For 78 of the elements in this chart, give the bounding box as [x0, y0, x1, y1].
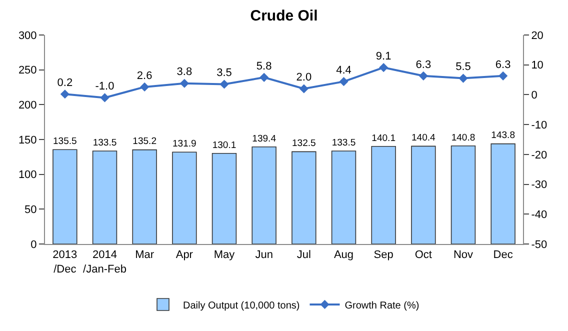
y-tick-label: 300 — [18, 30, 37, 42]
data-label: 140.1 — [372, 132, 396, 144]
data-label: 131.9 — [172, 138, 196, 150]
point — [140, 82, 150, 92]
y2-tick-label: 0 — [531, 90, 538, 102]
data-label: 4.4 — [336, 64, 352, 76]
chart-title: Crude Oil — [250, 7, 318, 24]
data-label: 140.4 — [411, 132, 436, 144]
point — [220, 80, 229, 89]
y2-tick-label: -30 — [531, 179, 548, 192]
bar — [490, 143, 516, 244]
bar — [172, 152, 197, 244]
point — [498, 71, 508, 80]
point — [260, 72, 269, 82]
y2-tick-label: 10 — [531, 60, 544, 72]
legend-label: Daily Output (10,000 tons) — [183, 300, 300, 312]
x-tick-label: Jul — [296, 249, 311, 262]
point — [299, 84, 308, 94]
bar — [411, 146, 436, 244]
y2-tick-label: -20 — [531, 149, 548, 162]
x-tick-label: Oct — [414, 249, 432, 262]
y-tick-label: 100 — [18, 169, 37, 182]
point — [379, 62, 388, 72]
x-tick-label: Apr — [176, 249, 194, 262]
x-tick-label: Aug — [334, 249, 354, 262]
data-label: 135.2 — [132, 136, 157, 148]
x-tick-label: 2014 /Jan-Feb — [83, 249, 126, 276]
data-label: 5.8 — [256, 60, 272, 72]
bar — [212, 152, 237, 244]
bar — [132, 149, 157, 244]
bar — [252, 146, 276, 244]
data-label: 9.1 — [376, 50, 392, 62]
x-tick-label: Nov — [453, 249, 474, 262]
data-label: 3.5 — [216, 67, 232, 80]
y-tick-label: 50 — [24, 204, 37, 216]
bar — [292, 151, 316, 244]
point — [180, 78, 189, 88]
x-tick-label: Sep — [374, 249, 394, 262]
data-label: 2.6 — [136, 70, 152, 82]
y-tick-label: 200 — [18, 100, 37, 112]
point — [339, 77, 348, 86]
x-tick-label: Jun — [255, 249, 273, 262]
bar — [92, 150, 118, 244]
data-label: 143.8 — [491, 130, 516, 142]
data-label: 2.0 — [296, 72, 312, 84]
bar — [450, 146, 476, 244]
legend-label: Growth Rate (%) — [344, 300, 420, 312]
x-tick-label: 2013 /Dec — [52, 249, 78, 276]
y2-tick-label: -50 — [531, 238, 548, 251]
data-label: 140.8 — [451, 132, 476, 144]
data-label: 133.5 — [332, 137, 356, 148]
y-tick-label: 0 — [30, 238, 37, 251]
y2-tick-label: -40 — [531, 208, 548, 221]
data-label: 0.2 — [57, 76, 73, 89]
bar — [52, 149, 78, 244]
data-label: 5.5 — [456, 61, 471, 74]
x-tick-label: Dec — [493, 249, 514, 262]
y2-tick-label: 20 — [531, 30, 544, 42]
data-label: 139.4 — [252, 133, 277, 144]
y-tick-label: 150 — [18, 134, 37, 146]
data-label: 135.5 — [52, 136, 77, 147]
point — [458, 74, 468, 83]
data-label: 6.3 — [416, 58, 432, 71]
point — [100, 93, 110, 102]
data-label: -1.0 — [95, 80, 114, 93]
data-label: 133.5 — [92, 137, 117, 148]
x-tick-label: May — [214, 249, 236, 262]
point — [60, 90, 70, 99]
data-label: 130.1 — [212, 140, 236, 151]
data-label: 132.5 — [292, 138, 316, 150]
y2-tick-label: -10 — [531, 119, 548, 132]
y-tick-label: 250 — [18, 64, 37, 77]
data-label: 6.3 — [495, 58, 511, 71]
data-label: 3.8 — [176, 66, 192, 78]
bar — [371, 146, 396, 244]
bar — [331, 150, 356, 244]
x-tick-label: Mar — [135, 249, 154, 262]
point — [418, 71, 428, 80]
